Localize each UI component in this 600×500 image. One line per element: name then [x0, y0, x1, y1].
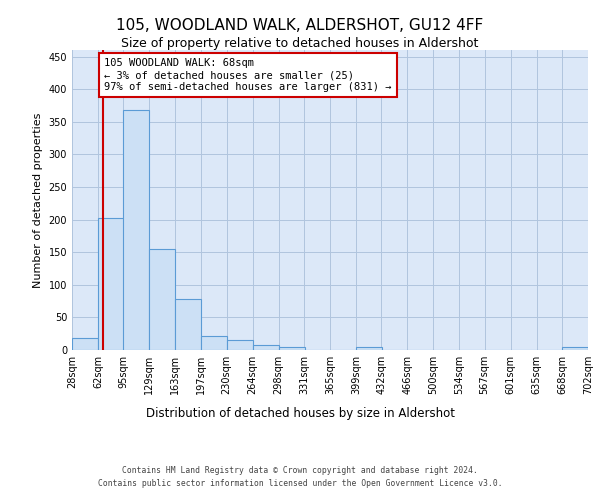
Bar	[72, 338, 98, 350]
Bar	[227, 340, 253, 350]
Text: Contains HM Land Registry data © Crown copyright and database right 2024.
Contai: Contains HM Land Registry data © Crown c…	[98, 466, 502, 487]
Bar	[562, 346, 588, 350]
Bar	[356, 346, 382, 350]
Bar	[279, 346, 305, 350]
Bar	[123, 110, 149, 350]
Bar	[98, 218, 124, 350]
Text: Distribution of detached houses by size in Aldershot: Distribution of detached houses by size …	[146, 408, 455, 420]
Bar	[175, 299, 202, 350]
Text: Size of property relative to detached houses in Aldershot: Size of property relative to detached ho…	[121, 36, 479, 50]
Text: 105, WOODLAND WALK, ALDERSHOT, GU12 4FF: 105, WOODLAND WALK, ALDERSHOT, GU12 4FF	[116, 18, 484, 32]
Bar	[253, 345, 279, 350]
Y-axis label: Number of detached properties: Number of detached properties	[33, 112, 43, 288]
Bar	[202, 336, 227, 350]
Bar	[149, 249, 175, 350]
Text: 105 WOODLAND WALK: 68sqm
← 3% of detached houses are smaller (25)
97% of semi-de: 105 WOODLAND WALK: 68sqm ← 3% of detache…	[104, 58, 392, 92]
